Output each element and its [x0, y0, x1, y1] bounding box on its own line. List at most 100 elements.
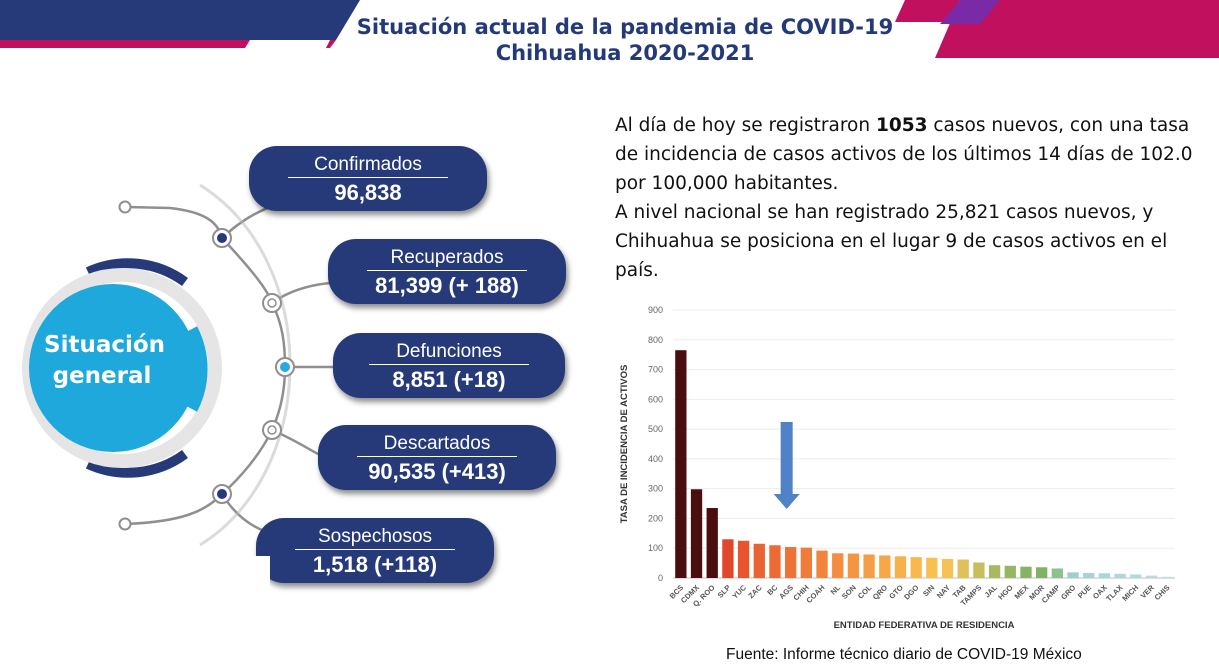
x-tick-label: PUE — [1076, 583, 1093, 600]
bar-ver — [1145, 575, 1158, 578]
bar-chih — [800, 547, 812, 578]
y-axis-title: TASA DE INCIDENCIA DE ACTIVOS — [619, 365, 630, 524]
source-note: Fuente: Informe técnico diario de COVID-… — [726, 646, 1082, 663]
highlight-arrow-shaft — [780, 422, 793, 494]
bar-son — [847, 553, 860, 578]
info-p1-prefix: Al día de hoy se registraron — [615, 115, 876, 136]
x-tick-label: TLAX — [1104, 583, 1124, 603]
bar-mor — [1036, 567, 1048, 578]
bar-mex — [1020, 566, 1032, 578]
bar-gto — [894, 556, 907, 578]
x-tick-label: COL — [856, 583, 874, 601]
y-tick-label: 700 — [648, 365, 663, 375]
stat-descartados: Descartados 90,535 (+413) — [318, 425, 556, 490]
bar-slp — [722, 539, 734, 578]
bar-mich — [1130, 574, 1142, 578]
bar-col — [863, 554, 875, 578]
bar-ags — [785, 547, 797, 578]
page-title: Situación actual de la pandemia de COVID… — [300, 14, 950, 66]
divider — [367, 270, 527, 271]
stat-recuperados: Recuperados 81,399 (+ 188) — [328, 239, 566, 304]
x-tick-label: GTO — [887, 583, 905, 601]
x-tick-label: SON — [840, 583, 858, 601]
info-p1-bold: 1053 — [875, 115, 928, 136]
x-tick-label: NAY — [935, 583, 952, 600]
stat-sospechosos: Sospechosos 1,518 (+118) — [256, 518, 494, 583]
stat-label: Confirmados — [314, 154, 422, 175]
stat-label: Descartados — [383, 433, 491, 454]
x-tick-label: CHIS — [1153, 583, 1172, 602]
y-tick-label: 600 — [648, 394, 663, 404]
x-tick-label: COAH — [804, 583, 826, 605]
y-tick-label: 300 — [648, 484, 663, 494]
y-tick-label: 500 — [648, 424, 663, 434]
y-tick-label: 800 — [648, 335, 663, 345]
bar-cdmx — [690, 489, 703, 578]
bar-dgo — [910, 557, 922, 578]
info-paragraph-1: Al día de hoy se registraron 1053 casos … — [615, 111, 1215, 198]
x-tick-label: ZAC — [746, 583, 764, 601]
stat-value: 90,535 (+413) — [368, 459, 506, 484]
bar-jal — [988, 565, 1001, 578]
info-text: Al día de hoy se registraron 1053 casos … — [615, 111, 1215, 285]
stat-value: 81,399 (+ 188) — [375, 273, 519, 298]
y-tick-label: 100 — [648, 543, 663, 553]
stat-label: Recuperados — [390, 247, 504, 268]
center-label-line-1: Situación — [44, 332, 166, 358]
bar-zac — [753, 543, 765, 578]
stat-label: Sospechosos — [317, 526, 433, 547]
stat-value: 96,838 — [334, 180, 402, 205]
blank-box-right — [1178, 543, 1219, 637]
x-tick-label: YUC — [730, 583, 748, 601]
bar-sin — [926, 557, 938, 578]
incidence-chart: 0 100 200 300 400 500 600 700 800 900 BCS CDMX Q. RO… — [613, 298, 1211, 632]
x-axis-title: ENTIDAD FEDERATIVA DE RESIDENCIA — [834, 620, 1015, 631]
bar-qroo — [706, 508, 718, 578]
bar-tab — [957, 559, 969, 578]
info-p1-suffix: casos nuevos, con una tasa de incidencia… — [615, 115, 1193, 194]
bar-coah — [816, 550, 828, 578]
stat-defunciones: Defunciones 8,851 (+18) — [333, 333, 565, 398]
highlight-arrow-head — [773, 494, 800, 509]
divider — [295, 549, 455, 550]
title-line-1: Situación actual de la pandemia de COVID… — [356, 15, 894, 39]
bar-nay — [941, 558, 954, 578]
bar-nl — [832, 553, 844, 578]
x-tick-label: GRO — [1059, 583, 1078, 602]
stat-confirmados: Confirmados 96,838 — [249, 146, 487, 211]
title-line-2: Chihuahua 2020-2021 — [495, 41, 755, 65]
info-paragraph-2: A nivel nacional se han registrado 25,82… — [615, 202, 1168, 281]
bar-oax — [1098, 573, 1111, 578]
y-tick-label: 900 — [648, 305, 663, 315]
x-tick-label: MEX — [1013, 583, 1031, 601]
x-tick-label: SIN — [921, 583, 936, 598]
divider — [369, 364, 529, 365]
bar-pue — [1083, 572, 1095, 578]
blank-box — [25, 556, 270, 652]
y-tick-label: 0 — [658, 573, 663, 583]
x-tick-label: DGO — [902, 583, 921, 602]
x-tick-label: CAMP — [1040, 583, 1062, 605]
x-tick-label: QRO — [871, 583, 890, 602]
y-tick-label: 400 — [648, 454, 663, 464]
summary-diagram — [22, 183, 335, 547]
stat-value: 1,518 (+118) — [312, 552, 438, 577]
bar-chis — [1161, 576, 1173, 578]
header-banner — [0, 0, 1219, 58]
bar-bcs — [675, 350, 687, 578]
y-tick-label: 200 — [648, 513, 663, 523]
x-tick-label: SLP — [716, 583, 733, 600]
bar-yuc — [737, 540, 750, 578]
bar-camp — [1051, 568, 1063, 578]
bar-tlax — [1114, 573, 1126, 578]
stat-label: Defunciones — [396, 341, 502, 362]
divider — [357, 456, 517, 457]
bar-bc — [769, 545, 781, 578]
summary-center-label: Situación general — [44, 330, 166, 392]
center-label-line-2: general — [52, 363, 152, 389]
bar-hgo — [1004, 565, 1016, 578]
bar-gro — [1067, 572, 1079, 578]
stat-value: 8,851 (+18) — [392, 367, 506, 392]
x-tick-label: MICH — [1120, 583, 1140, 603]
